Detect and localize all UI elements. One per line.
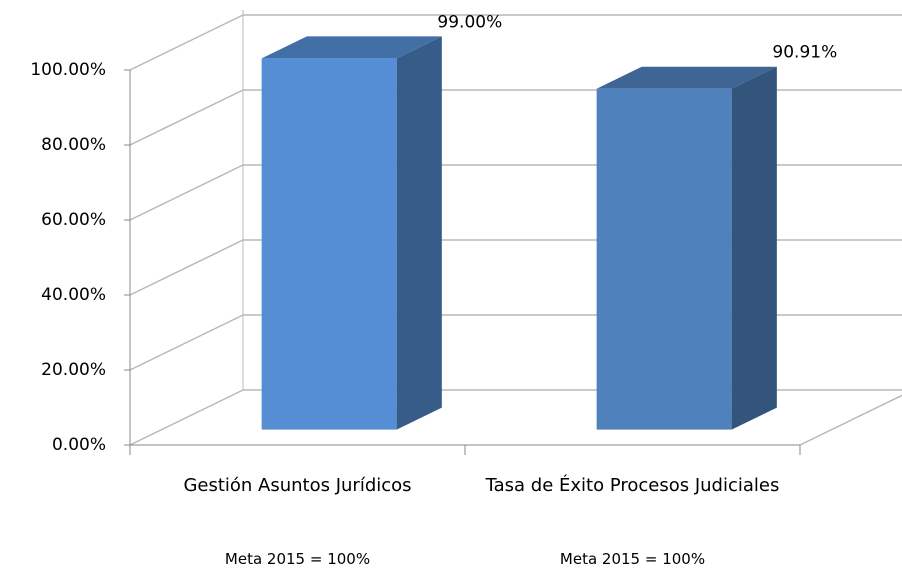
grid-line xyxy=(129,164,244,221)
grid-line xyxy=(129,239,244,296)
y-tick-label: 40.00% xyxy=(41,285,106,305)
y-tick-label: 60.00% xyxy=(41,210,106,230)
floor-line xyxy=(799,394,902,446)
grid-line xyxy=(129,314,244,371)
bar-side xyxy=(731,66,777,430)
x-tick-label: Gestión Asuntos Jurídicos xyxy=(183,475,412,496)
bar-top xyxy=(596,66,777,89)
grid-line xyxy=(129,389,244,446)
grid-line xyxy=(129,14,244,71)
annotation: Meta 2015 = 100% xyxy=(224,550,371,568)
y-tick-label: 0.00% xyxy=(52,435,106,455)
bar-top xyxy=(261,36,442,59)
data-label: 99.00% xyxy=(437,12,502,32)
bar xyxy=(261,58,397,430)
y-tick-label: 100.00% xyxy=(30,60,106,80)
data-label: 90.91% xyxy=(772,43,837,63)
x-tick-label: Tasa de Éxito Procesos Judiciales xyxy=(485,475,780,496)
bar xyxy=(596,88,732,430)
y-tick-label: 80.00% xyxy=(41,135,106,155)
bar-side xyxy=(396,36,442,430)
grid-line xyxy=(129,89,244,146)
annotation: Meta 2015 = 100% xyxy=(559,550,706,568)
y-tick-label: 20.00% xyxy=(41,360,106,380)
